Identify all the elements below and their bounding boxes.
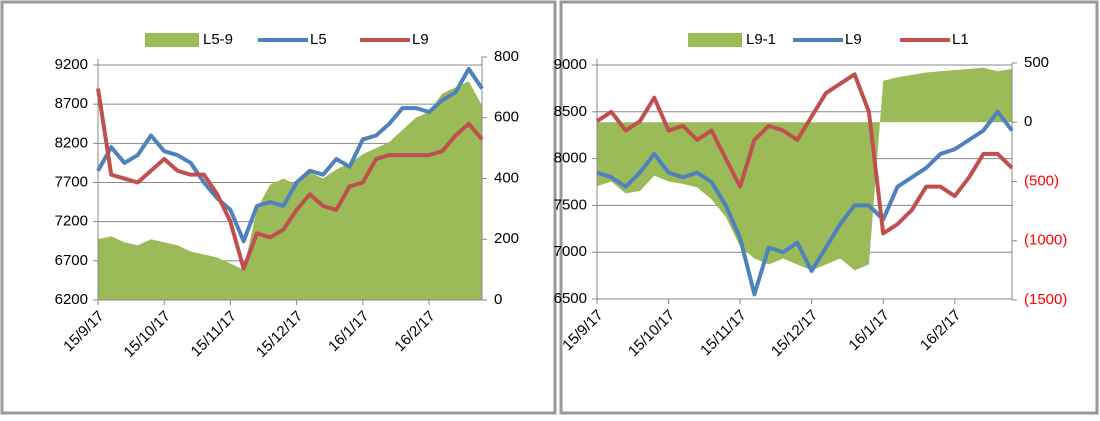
- legend-swatch: [145, 33, 199, 47]
- x-tick-label: 16/1/17: [325, 308, 372, 355]
- y2-tick-label: (1000): [1024, 232, 1067, 249]
- legend-label: L5: [310, 31, 327, 48]
- legend-label: L9: [845, 31, 862, 48]
- chart-frame: [559, 0, 1099, 415]
- y2-tick-label: 500: [1024, 54, 1049, 71]
- y2-tick-label: 800: [494, 48, 519, 65]
- x-tick-label: 16/2/17: [391, 308, 438, 355]
- line-series: [595, 72, 1014, 236]
- x-tick-label: 15/12/17: [253, 308, 306, 361]
- y2-tick-label: (500): [1024, 172, 1059, 189]
- line-series: [596, 109, 1014, 297]
- x-tick-label: 15/12/17: [768, 307, 821, 360]
- y-tick-label: 8500: [554, 103, 587, 120]
- x-tick-label: 16/2/17: [917, 307, 964, 354]
- y-tick-label: 8200: [55, 134, 88, 151]
- y-tick-label: 6200: [55, 291, 88, 308]
- y-tick-label: 7700: [55, 173, 88, 190]
- x-tick-label: 15/9/17: [60, 308, 107, 355]
- y2-tick-label: 400: [494, 169, 519, 186]
- x-tick-label: 15/10/17: [625, 307, 678, 360]
- legend-label: L1: [952, 31, 969, 48]
- y-tick-label: 6500: [554, 290, 587, 307]
- y-tick-label: 9000: [554, 56, 587, 73]
- legend-swatch: [688, 33, 742, 47]
- x-tick-label: 15/11/17: [697, 307, 750, 360]
- x-tick-label: 15/9/17: [559, 307, 606, 354]
- y2-tick-label: 600: [494, 109, 519, 126]
- legend-label: L9-1: [746, 31, 776, 48]
- y2-tick-label: 200: [494, 230, 519, 247]
- y-tick-label: 9200: [55, 56, 88, 73]
- chart-frame: [0, 0, 557, 415]
- x-tick-label: 15/10/17: [121, 308, 174, 361]
- legend-label: L9: [412, 31, 429, 48]
- y-tick-label: 7500: [554, 196, 587, 213]
- area-series: [597, 67, 1012, 271]
- y2-tick-label: 0: [1024, 113, 1032, 130]
- x-tick-label: 15/11/17: [188, 308, 241, 361]
- y-tick-label: 8000: [554, 150, 587, 167]
- y-tick-label: 7000: [554, 243, 587, 260]
- x-tick-label: 16/1/17: [845, 307, 892, 354]
- line-series: [96, 66, 484, 244]
- y-tick-label: 7200: [55, 213, 88, 230]
- y2-tick-label: 0: [494, 291, 502, 308]
- line-series: [96, 88, 484, 271]
- legend-label: L5-9: [203, 31, 233, 48]
- y2-tick-label: (1500): [1024, 291, 1067, 308]
- y-tick-label: 6700: [55, 252, 88, 269]
- y-tick-label: 8700: [55, 95, 88, 112]
